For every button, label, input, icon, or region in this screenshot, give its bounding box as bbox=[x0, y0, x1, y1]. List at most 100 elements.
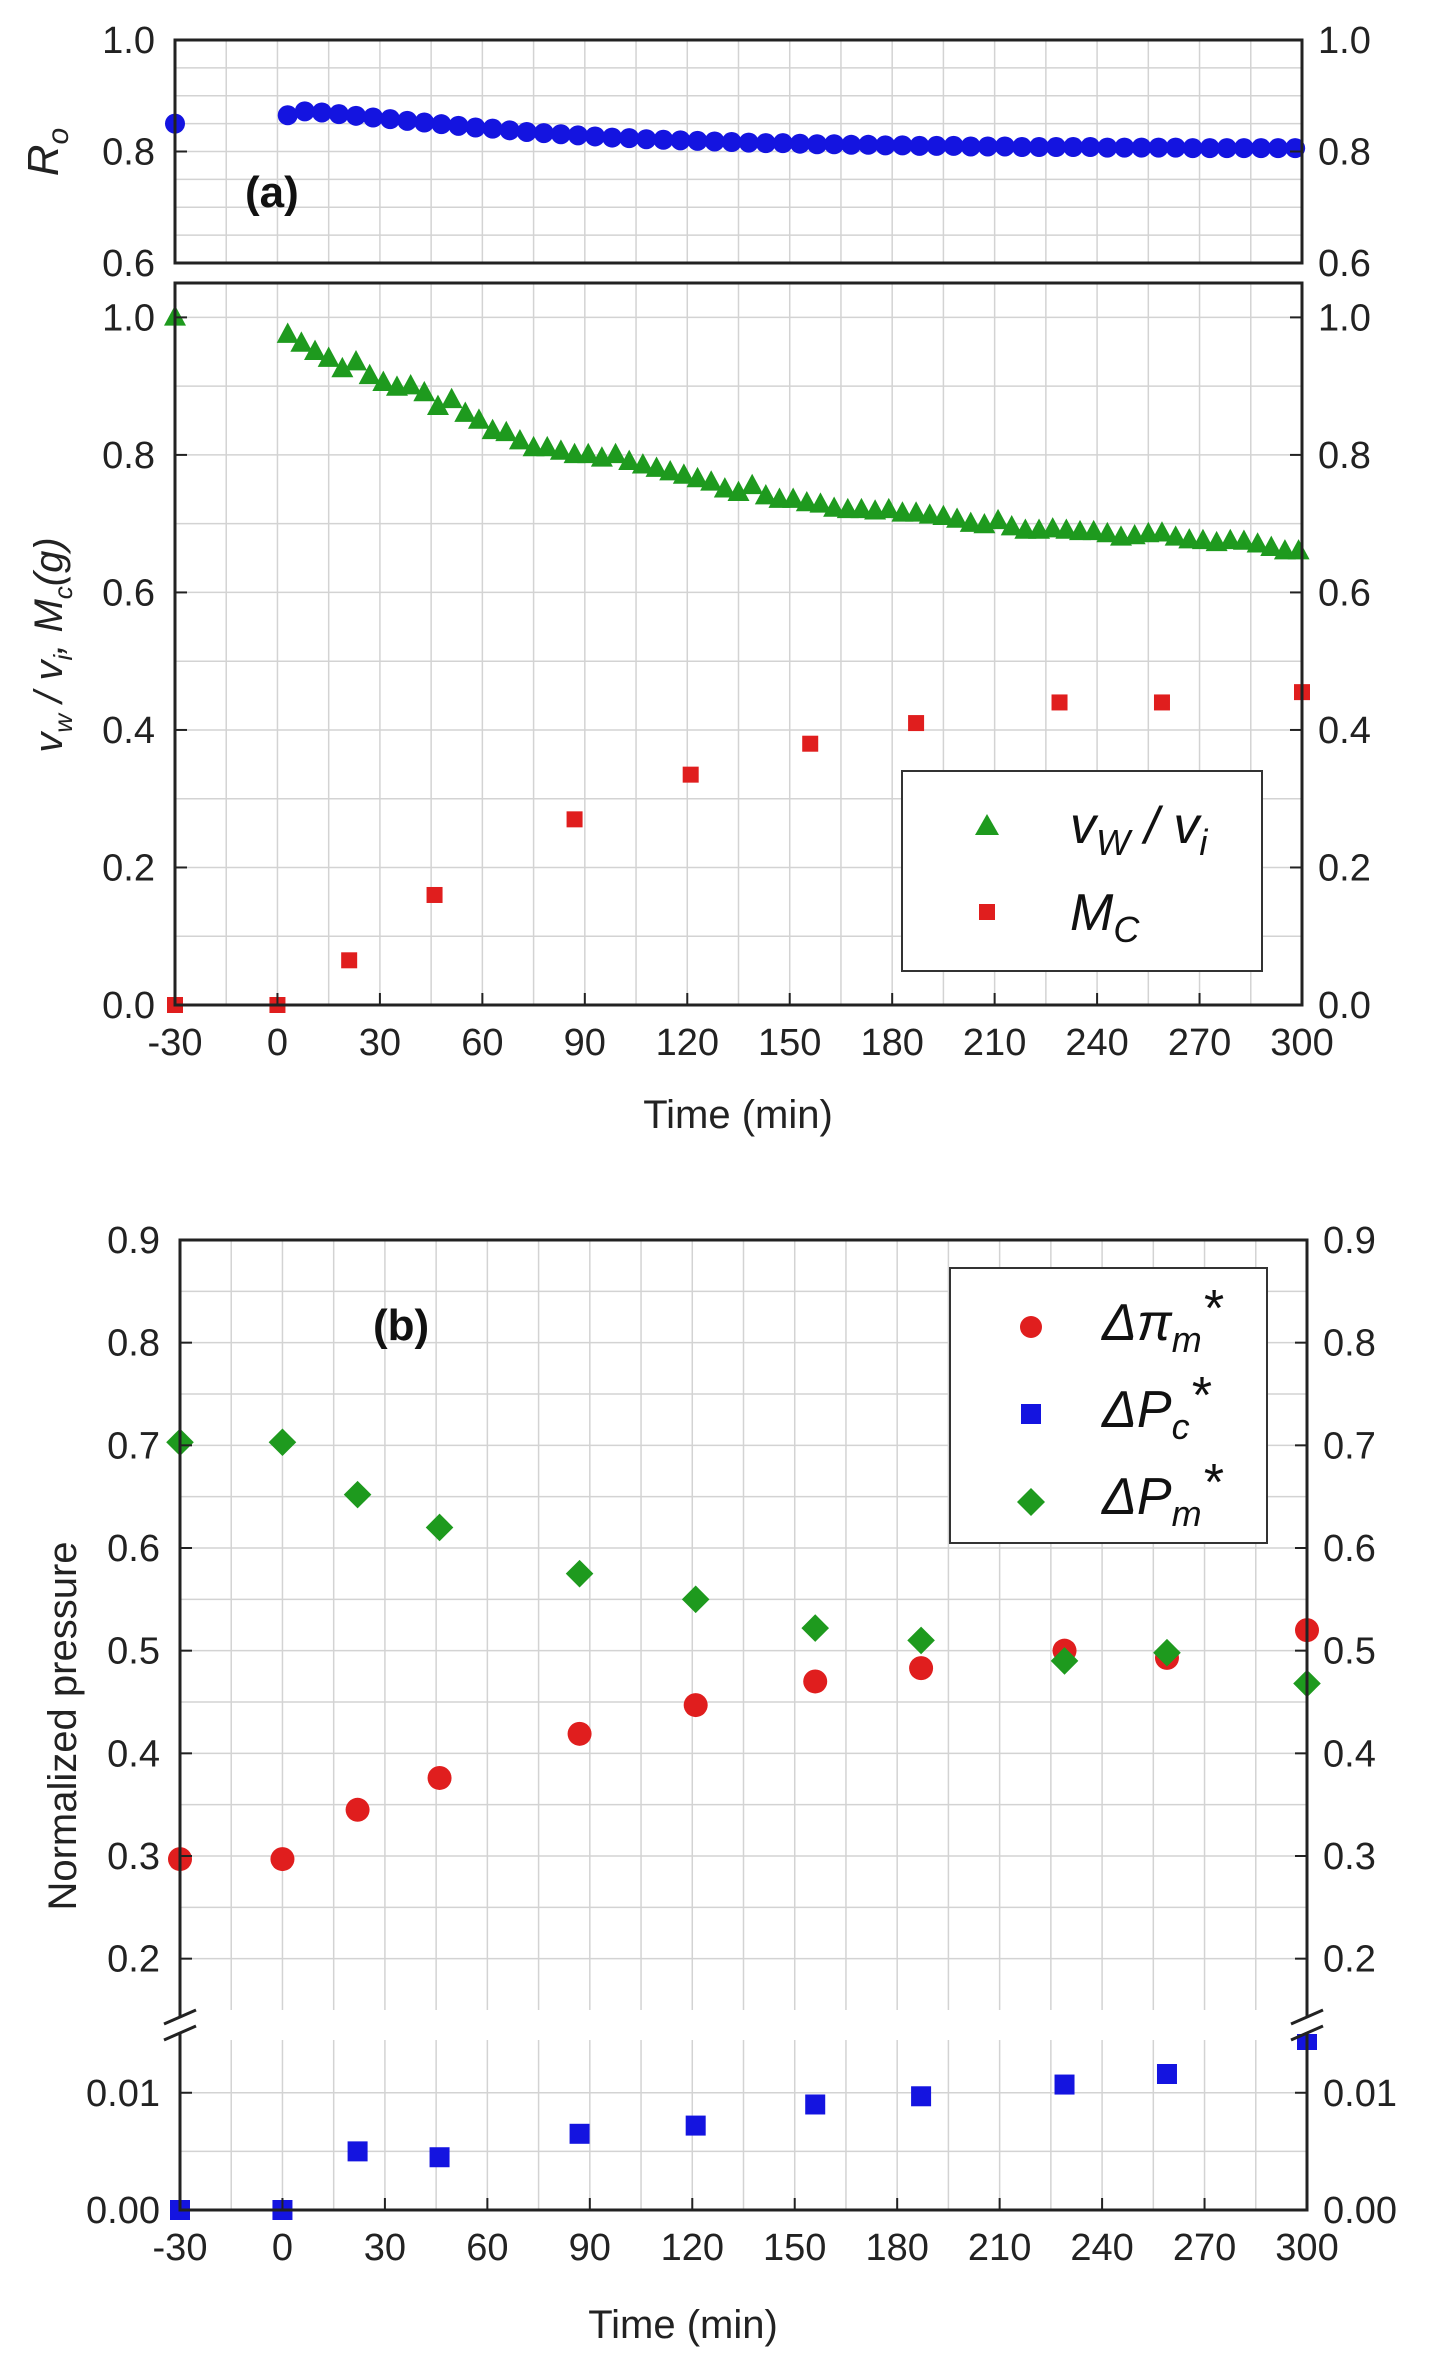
ro-point bbox=[738, 132, 759, 153]
xtick-label: 210 bbox=[963, 1022, 1026, 1064]
legend-mc-main: M bbox=[1070, 884, 1114, 942]
series-2-point bbox=[565, 1559, 594, 1588]
panel-a-top: 0.6 0.6 0.8 0.8 1.0 1.0 (a) Ro bbox=[19, 20, 1371, 285]
marks-a-bottom bbox=[164, 305, 1310, 1013]
legend-mc-sub: C bbox=[1113, 909, 1140, 950]
legend-b-circle-marker bbox=[1020, 1316, 1042, 1338]
ytick-label-left: 0.8 bbox=[102, 435, 155, 477]
legend-b-box bbox=[949, 1267, 1268, 1544]
ylabel-b: Normalized pressure bbox=[41, 1541, 85, 1910]
legend-a-box bbox=[901, 770, 1263, 972]
vw-vi-point bbox=[946, 507, 969, 528]
ylabel-a-top-sub: o bbox=[42, 128, 75, 145]
vw-vi-point bbox=[549, 439, 572, 460]
vw-vi-point bbox=[727, 480, 750, 501]
ytick-label-left: 0.0 bbox=[102, 985, 155, 1027]
legend-dpi-sup: * bbox=[1202, 1280, 1224, 1338]
vw-vi-point bbox=[754, 484, 777, 505]
ylabel-a-top-main: R bbox=[19, 144, 68, 176]
ytick-label-right: 0.9 bbox=[1323, 1220, 1376, 1262]
ro-point bbox=[1182, 138, 1203, 159]
xtick-label: 150 bbox=[763, 2227, 826, 2269]
ro-point bbox=[346, 105, 367, 126]
ro-point bbox=[414, 112, 435, 133]
ro-point bbox=[1114, 137, 1135, 158]
vw-vi-point bbox=[536, 435, 559, 457]
xtick-label: 180 bbox=[865, 2227, 928, 2269]
ro-point bbox=[943, 135, 964, 156]
ro-point bbox=[824, 134, 845, 155]
vw-vi-point bbox=[331, 356, 354, 378]
vw-vi-point bbox=[1096, 521, 1119, 543]
ytick-label-right: 1.0 bbox=[1318, 297, 1371, 339]
vw-vi-point bbox=[276, 322, 299, 343]
ro-point bbox=[499, 120, 520, 141]
vw-vi-point bbox=[413, 380, 436, 402]
xtick-label: 240 bbox=[1070, 2227, 1133, 2269]
ro-point bbox=[1029, 137, 1050, 158]
vw-vi-point bbox=[618, 449, 641, 471]
ytick-label-left: 0.8 bbox=[102, 132, 155, 174]
ro-point bbox=[670, 130, 691, 151]
legend-a-triangle-marker bbox=[975, 814, 999, 835]
legend-a: vW / vi MC bbox=[901, 770, 1263, 972]
series-1-point bbox=[1054, 2074, 1075, 2095]
ylabel-a-bottom: vw / vi, Mc(g) bbox=[27, 537, 78, 752]
ro-point bbox=[1251, 138, 1272, 159]
ytick-label-left: 0.6 bbox=[107, 1528, 160, 1570]
vw-vi-point bbox=[1260, 535, 1283, 556]
ro-point bbox=[1285, 138, 1306, 159]
ytick-label-left: 0.4 bbox=[102, 710, 155, 752]
ro-point bbox=[636, 129, 657, 150]
ro-point bbox=[311, 102, 332, 123]
legend-dpm-main: ΔP bbox=[1100, 1468, 1172, 1526]
ro-point bbox=[1233, 138, 1254, 159]
xtick-label: 120 bbox=[661, 2227, 724, 2269]
ro-point bbox=[772, 133, 793, 154]
series-2-point bbox=[268, 1428, 297, 1457]
series-0-point bbox=[683, 1693, 708, 1718]
legend-dpm-sup: * bbox=[1202, 1454, 1224, 1512]
ytick-label-right: 0.8 bbox=[1323, 1323, 1376, 1365]
ytick-label-left: 0.3 bbox=[107, 1836, 160, 1878]
ytick-label-right: 0.5 bbox=[1323, 1631, 1376, 1673]
vw-vi-point bbox=[645, 456, 668, 477]
ro-point bbox=[1268, 138, 1289, 159]
xtick-label: 300 bbox=[1275, 2227, 1338, 2269]
xtick-label: -30 bbox=[153, 2227, 208, 2269]
axis-break-right-1 bbox=[1290, 2008, 1324, 2026]
ro-point bbox=[567, 125, 588, 146]
ro-point bbox=[909, 135, 930, 156]
ytick-label-left: 0.00 bbox=[86, 2190, 160, 2232]
vw-vi-point bbox=[987, 508, 1010, 530]
xtick-label: 60 bbox=[466, 2227, 508, 2269]
series-1-point bbox=[685, 2115, 706, 2136]
legend-vi-sub: i bbox=[1199, 822, 1208, 863]
xtick-label: 30 bbox=[359, 1022, 401, 1064]
vw-vi-point bbox=[467, 408, 490, 429]
vw-vi-point bbox=[1164, 525, 1187, 546]
xtick-label: 60 bbox=[461, 1022, 503, 1064]
ro-point bbox=[1199, 138, 1220, 159]
xtick-label: 180 bbox=[860, 1022, 923, 1064]
ro-point bbox=[516, 121, 537, 142]
vw-vi-point bbox=[713, 477, 736, 498]
series-0-point bbox=[567, 1721, 592, 1746]
legend-dpm-sub: m bbox=[1172, 1493, 1202, 1534]
ro-point bbox=[533, 123, 554, 144]
panel-a-bottom: 0.0 0.0 0.2 0.2 0.4 0.4 0.6 0.6 0.8 0.8 1.0 1.0 -30 0… bbox=[27, 281, 1371, 1137]
ro-point bbox=[721, 132, 742, 153]
ro-point bbox=[807, 134, 828, 155]
vw-vi-point bbox=[672, 463, 695, 484]
series-1-point bbox=[569, 2123, 590, 2144]
ro-point bbox=[858, 134, 879, 155]
series-0-point bbox=[909, 1656, 934, 1681]
vw-vi-point bbox=[495, 420, 518, 442]
panel-label-a: (a) bbox=[245, 168, 299, 217]
series-2-point bbox=[681, 1585, 710, 1614]
xtick-label: 240 bbox=[1065, 1022, 1128, 1064]
ro-point bbox=[755, 133, 776, 154]
series-0-point bbox=[803, 1669, 828, 1694]
vw-vi-point bbox=[1287, 539, 1310, 560]
ro-point bbox=[687, 130, 708, 151]
